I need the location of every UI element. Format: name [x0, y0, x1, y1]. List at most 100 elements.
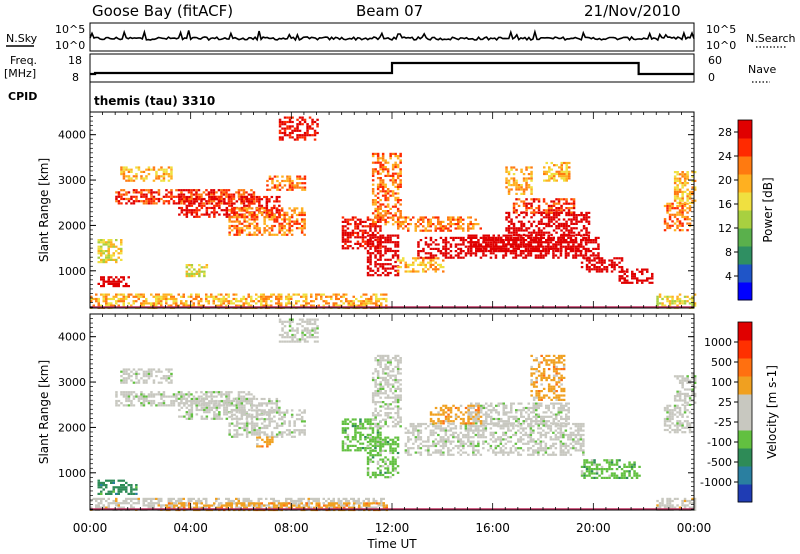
echo-cell — [467, 245, 470, 248]
echo-cell — [140, 302, 143, 305]
echo-cell — [522, 225, 526, 228]
echo-cell — [391, 194, 395, 197]
echo-cell — [296, 138, 299, 141]
echo-cell — [280, 433, 284, 436]
echo-cell — [396, 155, 400, 158]
echo-cell — [391, 265, 395, 268]
echo-cell — [298, 175, 302, 178]
echo-cell — [505, 245, 508, 248]
echo-cell — [250, 422, 254, 425]
echo-cell — [150, 391, 153, 394]
echo-cell — [356, 242, 360, 245]
echo-cell — [255, 297, 258, 301]
echo-cell — [265, 224, 269, 228]
echo-cell — [180, 209, 184, 212]
echo-cell — [112, 502, 115, 505]
echo-cell — [142, 293, 145, 296]
echo-cell — [542, 200, 546, 203]
echo-cell — [127, 295, 130, 298]
echo-cell — [512, 173, 516, 176]
echo-cell — [248, 231, 251, 234]
echo-cell — [525, 202, 528, 205]
echo-cell — [258, 431, 261, 434]
echo-cell — [155, 393, 158, 396]
echo-cell — [268, 411, 271, 414]
echo-cell — [243, 504, 246, 507]
echo-cell — [205, 393, 208, 396]
echo-cell — [120, 276, 123, 279]
echo-cell — [260, 413, 264, 416]
echo-cell — [373, 506, 376, 509]
echo-cell — [127, 484, 130, 487]
echo-cell — [527, 245, 530, 248]
echo-cell — [381, 271, 385, 275]
echo-cell — [475, 234, 478, 237]
echo-cell — [552, 211, 556, 214]
echo-cell — [570, 220, 573, 223]
echo-cell — [152, 497, 155, 500]
echo-cell — [683, 190, 687, 193]
echo-cell — [656, 297, 659, 301]
echo-cell — [155, 300, 158, 303]
echo-cell — [525, 227, 528, 230]
echo-cell — [587, 231, 591, 234]
echo-cell — [135, 195, 138, 198]
echo-cell — [197, 402, 201, 405]
echo-cell — [275, 424, 279, 427]
echo-cell — [248, 402, 251, 405]
echo-cell — [248, 211, 251, 214]
echo-cell — [293, 422, 296, 425]
echo-cell — [297, 293, 300, 296]
echo-cell — [160, 404, 163, 407]
echo-cell — [594, 241, 598, 244]
echo-cell — [157, 197, 161, 201]
echo-cell — [580, 243, 583, 246]
echo-cell — [452, 218, 455, 221]
echo-cell — [394, 192, 397, 195]
echo-cell — [389, 190, 392, 193]
echo-cell — [175, 399, 178, 403]
echo-cell — [147, 200, 151, 203]
echo-cell — [351, 231, 355, 234]
echo-cell — [487, 234, 490, 237]
echo-cell — [412, 257, 415, 260]
echo-cell — [140, 175, 143, 178]
echo-cell — [397, 225, 400, 228]
echo-cell — [127, 179, 131, 182]
echo-cell — [267, 297, 270, 301]
echo-cell — [386, 258, 390, 261]
echo-cell — [195, 404, 199, 407]
echo-cell — [102, 504, 105, 507]
echo-cell — [412, 270, 415, 273]
echo-cell — [102, 297, 105, 301]
echo-cell — [122, 168, 126, 171]
echo-cell — [479, 236, 483, 239]
echo-cell — [310, 497, 313, 500]
echo-cell — [227, 189, 231, 192]
echo-cell — [125, 193, 128, 196]
echo-cell — [142, 372, 146, 375]
echo-cell — [205, 406, 209, 409]
echo-cell — [245, 393, 248, 396]
echo-cell — [344, 229, 347, 232]
echo-cell — [107, 256, 110, 259]
echo-cell — [107, 243, 110, 246]
echo-cell — [95, 506, 98, 509]
echo-cell — [469, 252, 473, 255]
echo-cell — [185, 300, 188, 303]
echo-cell — [510, 231, 513, 234]
echo-cell — [681, 209, 684, 212]
echo-cell — [281, 175, 284, 178]
echo-cell — [389, 267, 392, 270]
echo-cell — [115, 239, 118, 242]
echo-cell — [437, 268, 440, 271]
echo-cell — [565, 241, 568, 244]
echo-cell — [376, 157, 380, 160]
echo-cell — [140, 368, 143, 371]
echo-cell — [366, 258, 370, 261]
echo-cell — [220, 304, 223, 307]
echo-cell — [291, 136, 294, 139]
echo-cell — [502, 243, 505, 246]
echo-cell — [298, 504, 301, 507]
echo-cell — [112, 282, 115, 285]
